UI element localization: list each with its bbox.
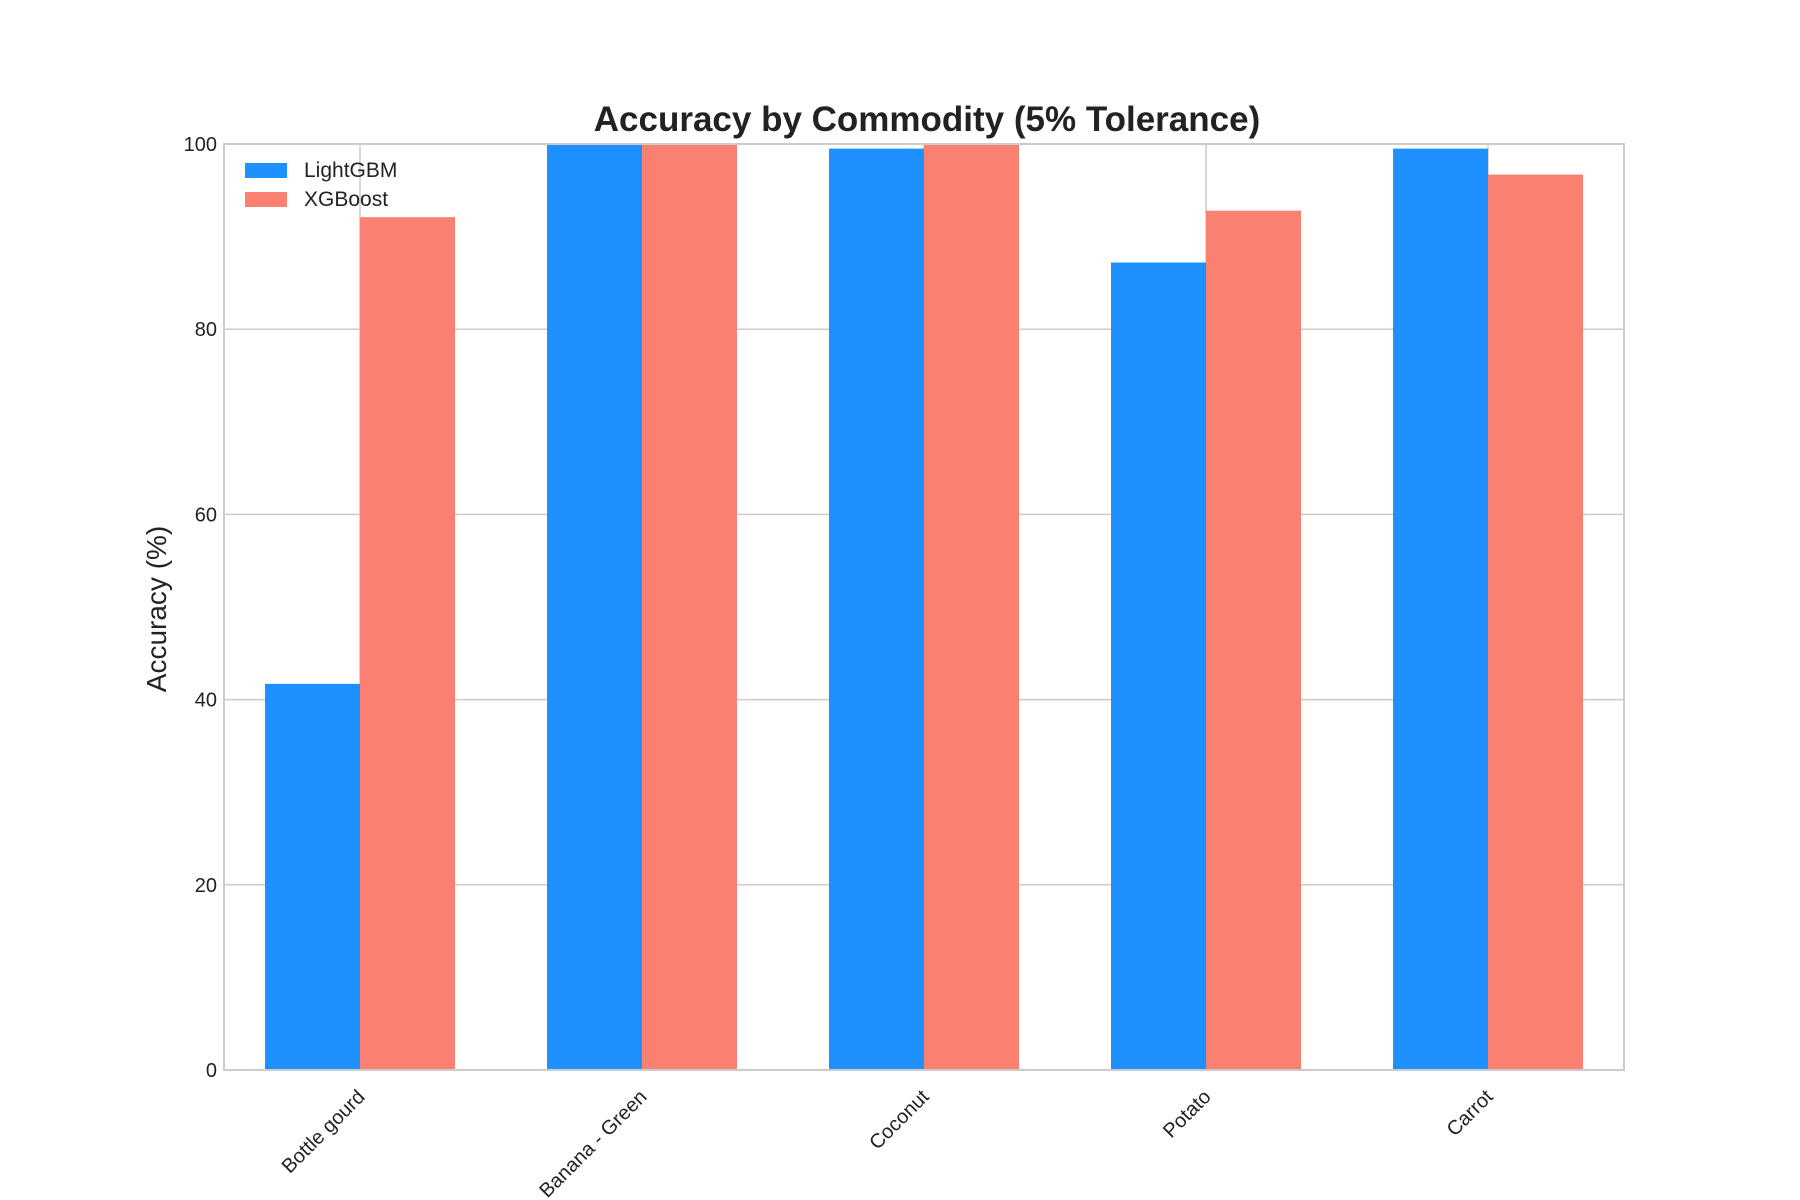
legend-label-lightgbm: LightGBM — [304, 159, 397, 182]
bar-xgboost-2 — [924, 144, 1019, 1070]
x-tick-label-0: Bottle gourd — [278, 1086, 370, 1178]
y-tick-label-0: 0 — [206, 1060, 217, 1082]
x-tick-label-2: Coconut — [865, 1086, 934, 1155]
x-tick-label-3: Potato — [1159, 1086, 1215, 1142]
bar-xgboost-0 — [360, 217, 455, 1071]
bar-lightgbm-4 — [1393, 148, 1488, 1070]
legend: LightGBM XGBoost — [245, 159, 397, 211]
y-tick-label-5: 100 — [184, 134, 217, 156]
bar-lightgbm-3 — [1111, 262, 1206, 1070]
legend-swatch-xgboost — [245, 192, 287, 207]
x-tick-label-1: Banana - Green — [535, 1086, 651, 1200]
bar-xgboost-3 — [1206, 210, 1301, 1070]
y-tick-label-2: 40 — [195, 690, 217, 712]
bar-lightgbm-2 — [829, 148, 924, 1070]
legend-label-xgboost: XGBoost — [304, 188, 388, 211]
x-ticks: Bottle gourd Banana - Green Coconut Potato C… — [278, 1086, 1498, 1200]
y-tick-label-3: 60 — [195, 504, 217, 526]
y-tick-label-1: 20 — [195, 875, 217, 897]
legend-swatch-lightgbm — [245, 163, 287, 178]
plot-frame — [223, 143, 1625, 1071]
y-ticks: 0 20 40 60 80 100 — [184, 134, 217, 1082]
bar-lightgbm-0 — [265, 683, 360, 1070]
chart-title: Accuracy by Commodity (5% Tolerance) — [594, 100, 1261, 139]
bars — [265, 144, 1583, 1071]
bar-xgboost-1 — [642, 144, 737, 1070]
y-tick-label-4: 80 — [195, 319, 217, 341]
bar-xgboost-4 — [1488, 174, 1583, 1071]
x-tick-label-4: Carrot — [1443, 1086, 1498, 1141]
bar-lightgbm-1 — [547, 144, 642, 1070]
y-axis-label: Accuracy (%) — [141, 526, 172, 692]
